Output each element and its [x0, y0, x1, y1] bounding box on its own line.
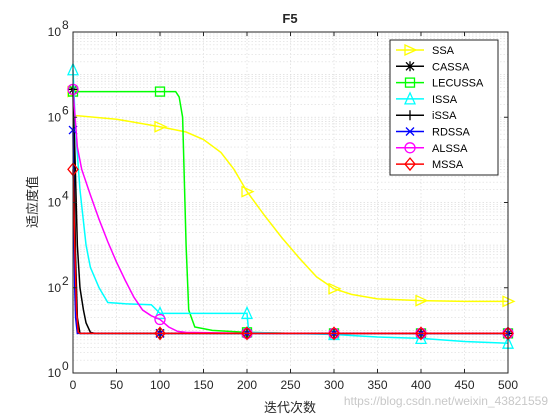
plot-lines — [66, 62, 516, 349]
x-tick-label: 500 — [498, 378, 518, 392]
legend-entry-cassa: CASSA — [396, 61, 470, 73]
x-tick-label: 0 — [70, 378, 77, 392]
marker-triangle-right — [415, 294, 429, 307]
marker-diamond — [328, 326, 340, 341]
series-line — [72, 91, 508, 303]
x-tick-label: 150 — [193, 378, 213, 392]
marker-plus — [405, 110, 415, 121]
marker-circle — [154, 313, 166, 326]
y-tick-label: 10 — [48, 25, 62, 39]
x-tick-label: 100 — [150, 378, 170, 392]
y-tick-label: 10 — [48, 196, 62, 210]
series-line — [72, 69, 509, 344]
legend-label: ISSA — [432, 94, 458, 106]
legend-entry-lecussa: LECUSSA — [396, 77, 484, 90]
legend-label: SSA — [432, 45, 455, 57]
y-tick-exponent: 0 — [62, 359, 69, 373]
y-tick-label: 10 — [48, 281, 62, 295]
watermark: https://blog.csdn.net/weixin_43821559 — [344, 394, 548, 408]
legend-label: RDSSA — [432, 127, 471, 139]
legend-label: iSSA — [432, 110, 457, 122]
marker-asterisk — [405, 61, 415, 72]
marker-circle — [404, 142, 416, 154]
marker-square — [404, 77, 416, 88]
marker-triangle-up — [240, 305, 254, 320]
x-tick-label: 450 — [454, 378, 474, 392]
x-axis-label: 迭代次数 — [264, 400, 316, 416]
legend-entry-ssa: SSA — [396, 43, 455, 57]
marker-diamond — [415, 326, 427, 341]
series-line — [72, 169, 508, 335]
marker-diamond — [154, 326, 166, 341]
y-tick-exponent: 2 — [62, 274, 69, 288]
y-tick-exponent: 4 — [62, 189, 69, 203]
marker-x — [405, 127, 415, 136]
x-tick-label: 200 — [237, 378, 257, 392]
marker-diamond — [404, 157, 416, 172]
marker-triangle-right — [404, 43, 418, 57]
legend-entry-issa: iSSA — [396, 110, 457, 122]
legend-entry-issa: ISSA — [396, 91, 458, 106]
marker-triangle-right — [241, 185, 255, 198]
marker-triangle-up — [403, 91, 417, 105]
x-tick-label: 400 — [411, 378, 431, 392]
marker-triangle-right — [154, 120, 168, 133]
x-tick-label: 50 — [110, 378, 124, 392]
x-tick-label: 250 — [280, 378, 300, 392]
legend-label: ALSSA — [432, 143, 468, 155]
marker-triangle-up — [153, 305, 167, 320]
y-tick-exponent: 8 — [62, 18, 69, 32]
legend-entry-mssa: MSSA — [396, 157, 464, 172]
legend-label: MSSA — [432, 159, 464, 171]
x-tick-label: 300 — [324, 378, 344, 392]
y-tick-label: 10 — [48, 366, 62, 380]
chart-title: F5 — [282, 11, 297, 26]
marker-triangle-right — [328, 282, 342, 295]
legend-label: LECUSSA — [432, 78, 484, 90]
x-tick-label: 350 — [367, 378, 387, 392]
legend: SSA CASSA LECUSSA ISSA iSSA RDSSA ALSSA MSSA — [389, 39, 499, 176]
legend-label: CASSA — [432, 61, 470, 73]
legend-entry-rdssa: RDSSA — [396, 127, 471, 139]
marker-diamond — [241, 326, 253, 341]
marker-square — [154, 86, 166, 97]
y-axis-label: 适应度值 — [25, 176, 41, 228]
y-tick-exponent: 6 — [62, 103, 69, 117]
y-tick-label: 10 — [48, 110, 62, 124]
legend-entry-alssa: ALSSA — [396, 142, 468, 155]
